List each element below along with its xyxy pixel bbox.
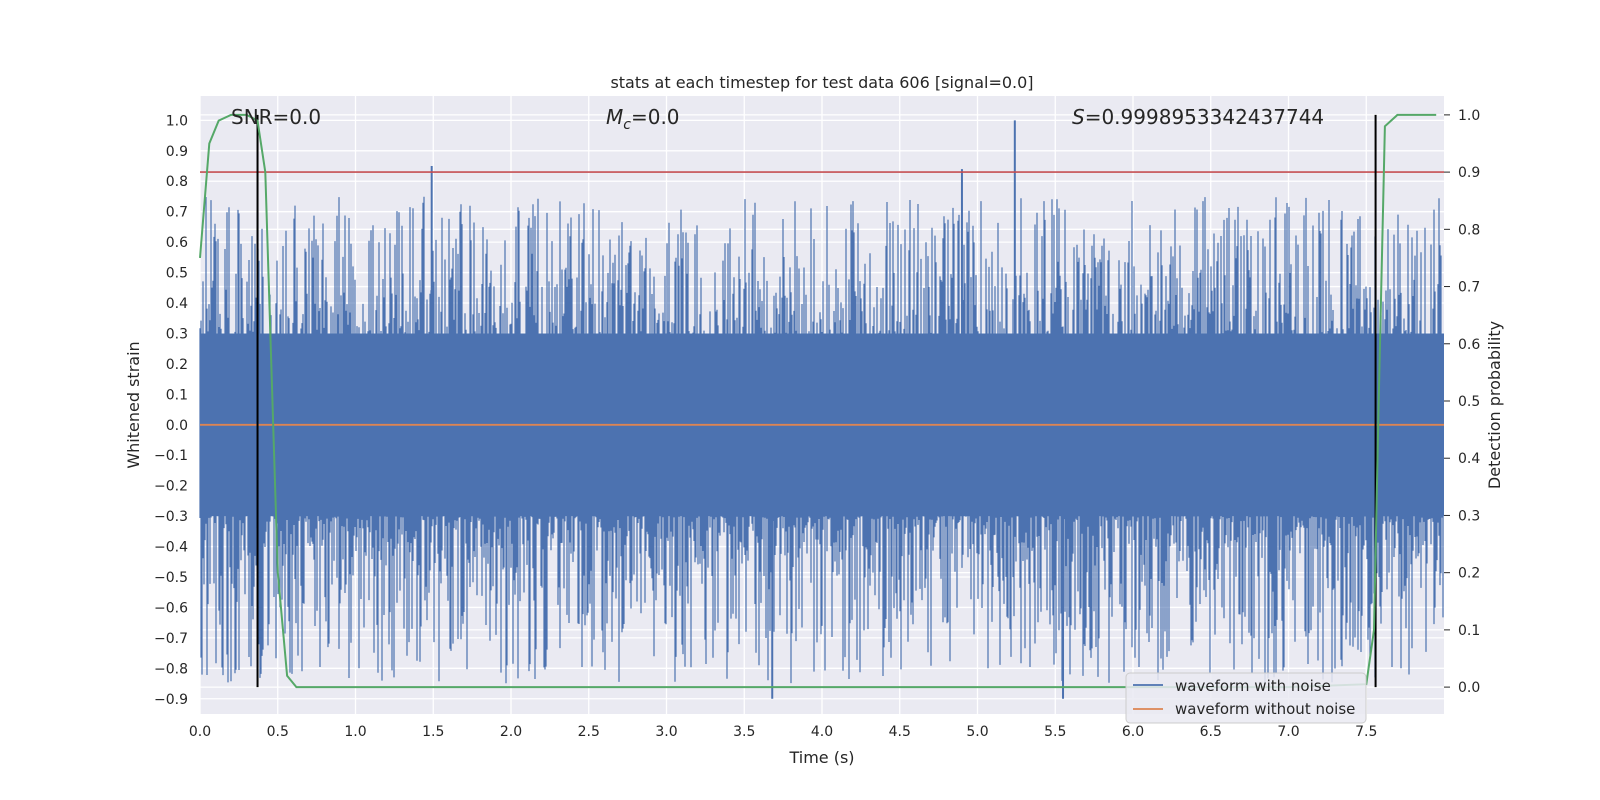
y-tick-label: 1.0 <box>166 113 188 129</box>
y-axis-label: Whitened strain <box>124 341 143 468</box>
x-tick-label: 3.0 <box>655 724 677 740</box>
s-annotation: S=0.9998953342437744 <box>1072 105 1324 129</box>
y-tick-label: 0.7 <box>166 205 188 221</box>
y-tick-label: 0.8 <box>166 174 188 190</box>
y-tick-label: −0.8 <box>154 661 188 677</box>
x-tick-label: 4.5 <box>889 724 911 740</box>
y-tick-label: 0.5 <box>166 266 188 282</box>
x-tick-label: 2.5 <box>578 724 600 740</box>
x-tick-label: 3.5 <box>733 724 755 740</box>
x-tick-label: 0.5 <box>267 724 289 740</box>
chart-title: stats at each timestep for test data 606… <box>610 73 1033 92</box>
x-tick-label: 7.0 <box>1277 724 1299 740</box>
y-tick-label: −0.3 <box>154 509 188 525</box>
x-tick-label: 1.5 <box>422 724 444 740</box>
y-tick-label: 0.2 <box>166 357 188 373</box>
y-tick-label: −0.9 <box>154 692 188 708</box>
s-symbol: S <box>1072 105 1085 129</box>
x-axis-label: Time (s) <box>788 748 854 767</box>
y-tick-label: 0.4 <box>166 296 188 312</box>
legend-box <box>1125 672 1367 724</box>
y-tick-label: 0.9 <box>166 144 188 160</box>
detection-probability-line <box>199 113 1437 689</box>
y2-tick-label: 0.1 <box>1458 623 1480 639</box>
y-ticks: 1.0 0.9 0.8 0.7 0.6 0.5 0.4 0.3 0.2 0.1 0.0 −0.1 −0.… <box>154 113 188 707</box>
legend-clean-label: waveform without noise <box>1175 700 1355 718</box>
y-tick-label: 0.1 <box>166 387 188 403</box>
y-tick-label: 0.6 <box>166 235 188 251</box>
y-tick-label: −0.1 <box>154 448 188 464</box>
legend-noise-label: waveform with noise <box>1175 677 1331 695</box>
x-tick-label: 7.5 <box>1355 724 1377 740</box>
x-tick-label: 5.5 <box>1044 724 1066 740</box>
y2-tick-label: 1.0 <box>1458 108 1480 124</box>
x-tick-label: 0.0 <box>189 724 211 740</box>
x-tick-label: 4.0 <box>811 724 833 740</box>
mc-value: =0.0 <box>631 105 680 129</box>
legend: waveform with noise waveform without noi… <box>1125 672 1367 724</box>
snr-annotation: SNR=0.0 <box>231 105 321 129</box>
x-tick-label: 6.5 <box>1200 724 1222 740</box>
y2-tick-label: 0.3 <box>1458 508 1480 524</box>
y-tick-label: −0.6 <box>154 600 188 616</box>
y2-axis-label: Detection probability <box>1485 321 1504 489</box>
y2-tick-label: 0.8 <box>1458 222 1480 238</box>
x-tick-label: 1.0 <box>344 724 366 740</box>
y2-tick-label: 0.2 <box>1458 566 1480 582</box>
y2-tick-label: 0.5 <box>1458 394 1480 410</box>
y2-tick-label: 0.6 <box>1458 337 1480 353</box>
y-tick-label: −0.5 <box>154 570 188 586</box>
x-tick-label: 2.0 <box>500 724 522 740</box>
chirp-mass-annotation: Mc=0.0 <box>606 105 680 133</box>
s-value: =0.9998953342437744 <box>1085 105 1324 129</box>
mc-subscript: c <box>623 117 631 133</box>
y-tick-label: −0.2 <box>154 479 188 495</box>
y2-tick-label: 0.0 <box>1458 680 1480 696</box>
y2-tick-label: 0.7 <box>1458 280 1480 296</box>
x-tick-label: 5.0 <box>966 724 988 740</box>
y2-ticks: 1.0 0.9 0.8 0.7 0.6 0.5 0.4 0.3 0.2 0.1 0.0 <box>1444 108 1480 696</box>
y2-tick-label: 0.9 <box>1458 165 1480 181</box>
mc-symbol: M <box>606 105 623 129</box>
x-ticks: 0.0 0.5 1.0 1.5 2.0 2.5 3.0 3.5 4.0 4.5 5.0 5.5 6.0 6… <box>189 724 1378 740</box>
y-tick-label: −0.4 <box>154 540 188 556</box>
y-tick-label: −0.7 <box>154 631 188 647</box>
x-tick-label: 6.0 <box>1122 724 1144 740</box>
y2-tick-label: 0.4 <box>1458 451 1480 467</box>
y-tick-label: 0.0 <box>166 418 188 434</box>
y-tick-label: 0.3 <box>166 326 188 342</box>
